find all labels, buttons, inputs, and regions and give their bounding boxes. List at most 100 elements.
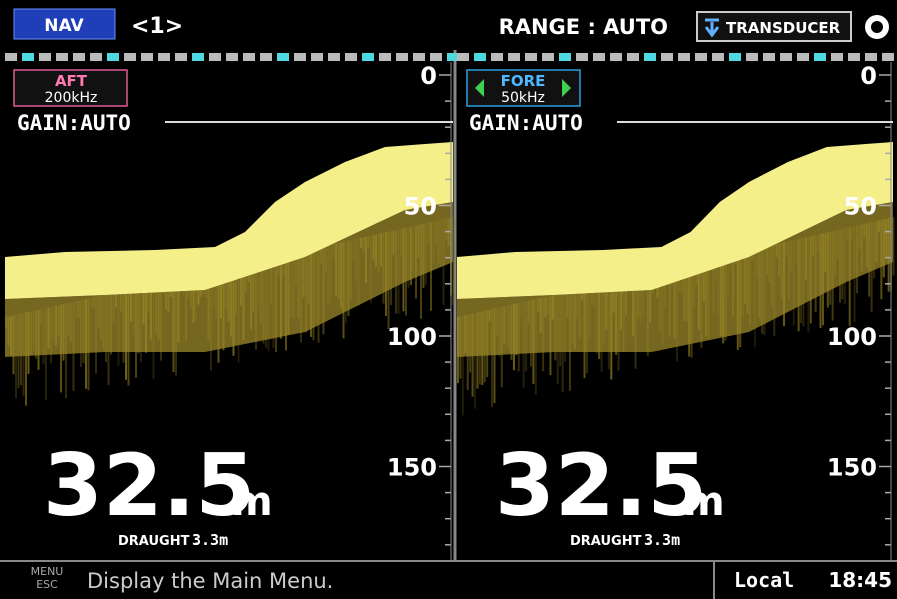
draught-value: 3.3m: [644, 531, 680, 549]
strip-segment: [763, 53, 775, 61]
scale-label: 100: [387, 323, 437, 351]
transducer-box: [13, 69, 128, 107]
depth-unit: m: [231, 479, 273, 525]
strip-segment: [831, 53, 843, 61]
clock: 18:45: [828, 568, 892, 592]
range-label: RANGE : AUTO: [499, 15, 668, 39]
strip-segment: [260, 53, 272, 61]
draught-label: DRAUGHT :: [570, 534, 651, 549]
strip-segment: [695, 53, 707, 61]
strip-segment: [576, 53, 588, 61]
strip-segment: [712, 53, 724, 61]
strip-segment: [508, 53, 520, 61]
strip-segment: [141, 53, 153, 61]
echo-band: [5, 142, 453, 299]
strip-segment: [362, 53, 374, 61]
strip-segment: [73, 53, 85, 61]
scale-label: 150: [827, 454, 877, 482]
echo-noise: [452, 217, 455, 306]
strip-segment: [593, 53, 605, 61]
strip-segment: [311, 53, 323, 61]
transducer-label: TRANSDUCER: [726, 19, 841, 37]
strip-segment: [107, 53, 119, 61]
strip-segment: [430, 53, 442, 61]
strip-segment: [644, 53, 656, 61]
strip-segment: [457, 53, 469, 61]
scale-label: 150: [387, 454, 437, 482]
depth: 32.5: [495, 436, 707, 536]
echo-band: [457, 142, 893, 299]
strip-segment: [39, 53, 51, 61]
frequency: 50kHz: [501, 90, 545, 106]
status-icon: [865, 15, 889, 39]
hint: Display the Main Menu.: [87, 569, 333, 593]
strip-segment: [525, 53, 537, 61]
time-zone: Local: [734, 568, 794, 592]
echo-noise: [461, 315, 464, 416]
strip-segment: [379, 53, 391, 61]
strip-segment: [865, 53, 877, 61]
arrow-left: [475, 79, 484, 97]
transducer-name: AFT: [55, 72, 88, 90]
strip-segment: [90, 53, 102, 61]
depth: 32.5: [43, 436, 255, 536]
echo-noise: [15, 314, 17, 399]
nav-label: NAV: [44, 16, 84, 36]
transducer-icon: [704, 18, 720, 38]
strip-segment: [124, 53, 136, 61]
strip-segment: [22, 53, 34, 61]
transducer-button[interactable]: [696, 11, 852, 42]
strip-segment: [780, 53, 792, 61]
strip-segment: [243, 53, 255, 61]
nav-button[interactable]: [13, 8, 116, 40]
scale-label: 0: [860, 62, 877, 90]
echo-noise: [892, 217, 895, 276]
strip-segment: [396, 53, 408, 61]
scale-label: 50: [404, 193, 437, 221]
strip-segment: [882, 53, 894, 61]
page-number: <1>: [131, 14, 183, 39]
menu-key: MENU: [31, 565, 64, 578]
strip-segment: [345, 53, 357, 61]
strip-segment: [474, 53, 486, 61]
panels: 050100150AFT200kHzGAIN:AUTO32.5mDRAUGHT …: [5, 53, 895, 560]
gain: GAIN:AUTO: [469, 111, 583, 135]
arrow-right: [562, 79, 571, 97]
strip-segment: [175, 53, 187, 61]
strip-segment: [848, 53, 860, 61]
echo-noise: [493, 308, 496, 404]
strip-segment: [814, 53, 826, 61]
depth-unit: m: [683, 479, 725, 525]
strip-segment: [158, 53, 170, 61]
strip-segment: [797, 53, 809, 61]
gain: GAIN:AUTO: [17, 111, 131, 135]
echo-lower: [457, 202, 893, 357]
strip-segment: [328, 53, 340, 61]
echo-noise: [491, 309, 494, 408]
strip-segment: [192, 53, 204, 61]
strip-segment: [678, 53, 690, 61]
strip-segment: [491, 53, 503, 61]
strip-segment: [56, 53, 68, 61]
echo-noise: [474, 313, 477, 409]
echo-noise: [25, 312, 27, 406]
strip-segment: [729, 53, 741, 61]
strip-segment: [661, 53, 673, 61]
scale-label: 0: [420, 62, 437, 90]
strip-segment: [209, 53, 221, 61]
draught-value: 3.3m: [192, 531, 228, 549]
scale-label: 50: [844, 193, 877, 221]
strip-segment: [559, 53, 571, 61]
scale-label: 100: [827, 323, 877, 351]
strip-segment: [627, 53, 639, 61]
transducer-box: [466, 69, 581, 107]
strip-segment: [277, 53, 289, 61]
frequency: 200kHz: [45, 90, 98, 106]
strip-segment: [746, 53, 758, 61]
strip-segment: [542, 53, 554, 61]
echo-lower: [5, 202, 453, 357]
draught-label: DRAUGHT :: [118, 534, 199, 549]
